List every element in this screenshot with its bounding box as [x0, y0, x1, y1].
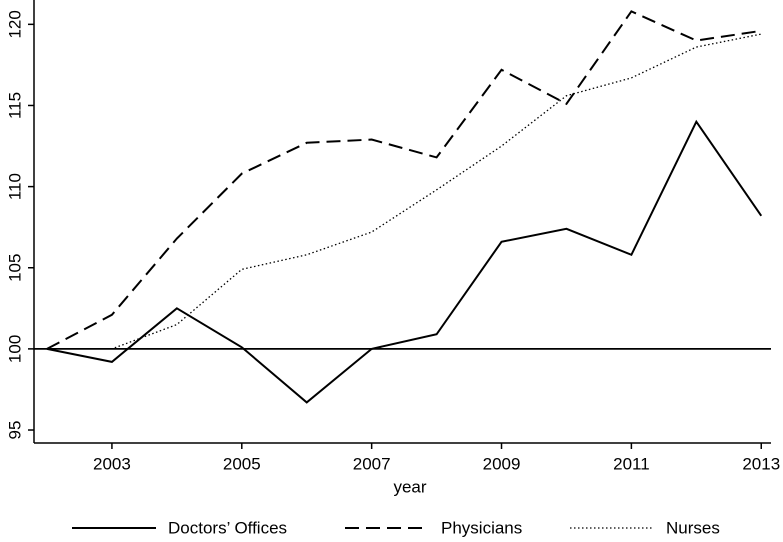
x-tick-label: 2009	[483, 454, 521, 473]
series-line	[46, 10, 762, 350]
y-tick-label: 110	[5, 173, 24, 200]
x-tick-label: 2011	[613, 454, 650, 473]
legend-label: Doctors’ Offices	[168, 518, 287, 537]
y-tick-label: 100	[5, 335, 24, 363]
y-tick-label: 120	[5, 10, 24, 38]
series-line	[46, 33, 762, 350]
y-tick-label: 115	[5, 92, 24, 119]
legend-label: Physicians	[441, 518, 522, 537]
x-tick-label: 2007	[353, 454, 391, 473]
series-line	[46, 119, 763, 404]
y-tick-label: 105	[5, 254, 24, 282]
x-tick-label: 2005	[223, 454, 261, 473]
y-tick-label: 95	[5, 421, 24, 440]
x-tick-label: 2013	[742, 454, 780, 473]
x-tick-label: 2003	[93, 454, 131, 473]
x-axis-title: year	[393, 477, 426, 496]
legend-label: Nurses	[666, 518, 720, 537]
